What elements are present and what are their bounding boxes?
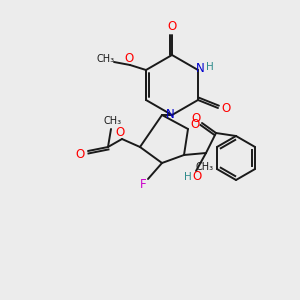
Text: F: F [140, 178, 146, 190]
Text: O: O [192, 170, 202, 184]
Text: H: H [184, 172, 192, 182]
Text: O: O [221, 103, 231, 116]
Text: O: O [190, 118, 200, 130]
Text: O: O [191, 112, 201, 124]
Text: O: O [167, 20, 177, 34]
Text: CH₃: CH₃ [97, 54, 115, 64]
Text: N: N [196, 62, 204, 76]
Text: H: H [206, 62, 214, 72]
Text: CH₃: CH₃ [104, 116, 122, 126]
Text: O: O [124, 52, 134, 65]
Text: O: O [116, 125, 124, 139]
Text: N: N [166, 107, 174, 121]
Text: CH₃: CH₃ [196, 162, 214, 172]
Text: O: O [75, 148, 85, 161]
